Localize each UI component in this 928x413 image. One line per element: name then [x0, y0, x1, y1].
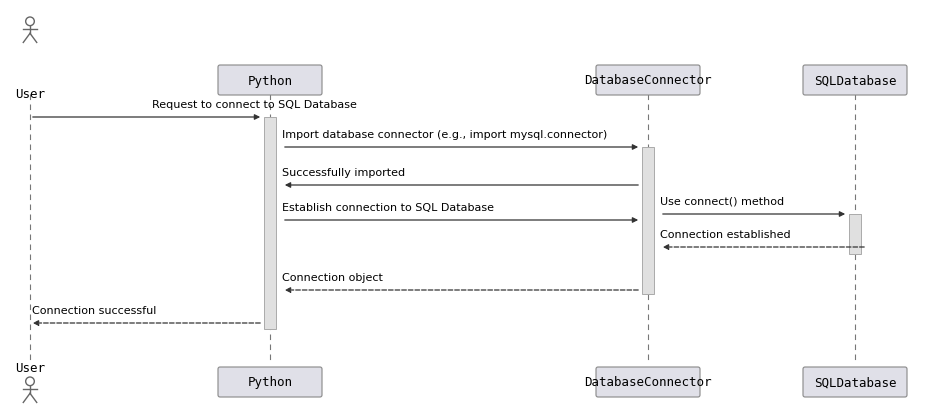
Text: Python: Python [247, 375, 292, 389]
Circle shape [26, 377, 34, 386]
Text: Connection successful: Connection successful [32, 305, 156, 315]
Text: Successfully imported: Successfully imported [282, 168, 405, 178]
FancyBboxPatch shape [802, 66, 906, 96]
Bar [848, 214, 860, 254]
Text: Request to connect to SQL Database: Request to connect to SQL Database [152, 100, 356, 110]
Text: Import database connector (e.g., import mysql.connector): Import database connector (e.g., import … [282, 130, 607, 140]
FancyBboxPatch shape [596, 367, 699, 397]
Text: User: User [15, 88, 45, 101]
FancyBboxPatch shape [218, 367, 322, 397]
Circle shape [26, 18, 34, 26]
Text: SQLDatabase: SQLDatabase [813, 375, 896, 389]
Bar [264, 118, 276, 329]
Text: User: User [15, 361, 45, 374]
FancyBboxPatch shape [218, 66, 322, 96]
Text: DatabaseConnector: DatabaseConnector [584, 74, 711, 87]
Text: Connection established: Connection established [659, 230, 790, 240]
Text: SQLDatabase: SQLDatabase [813, 74, 896, 87]
Bar [641, 147, 653, 294]
Text: Establish connection to SQL Database: Establish connection to SQL Database [282, 202, 494, 212]
Text: Connection object: Connection object [282, 272, 382, 282]
Text: Use connect() method: Use connect() method [659, 197, 783, 206]
Text: DatabaseConnector: DatabaseConnector [584, 375, 711, 389]
FancyBboxPatch shape [596, 66, 699, 96]
FancyBboxPatch shape [802, 367, 906, 397]
Text: Python: Python [247, 74, 292, 87]
